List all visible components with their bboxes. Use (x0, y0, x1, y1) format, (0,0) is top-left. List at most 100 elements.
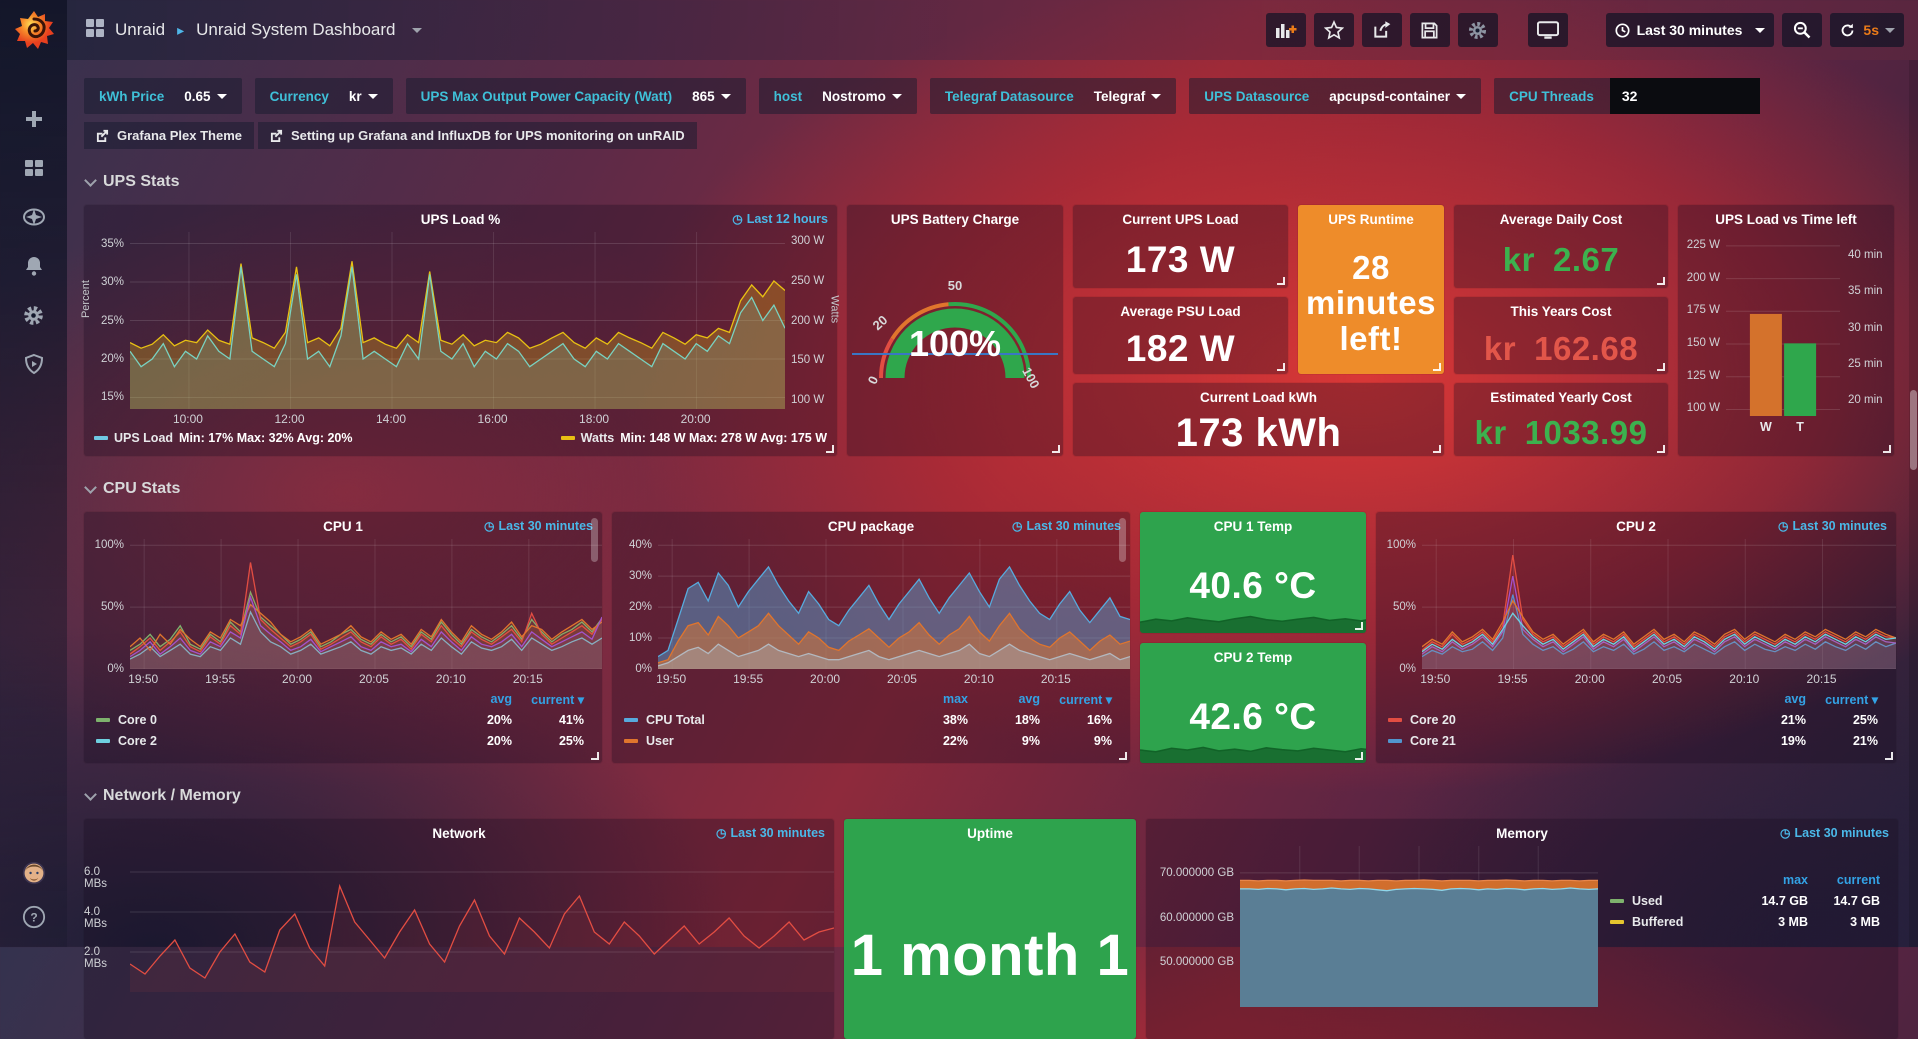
panel-resize-handle[interactable] (1657, 363, 1665, 371)
legend-series-name[interactable]: Core 21 (1410, 734, 1456, 748)
panel-resize-handle[interactable] (1355, 752, 1363, 760)
panel-resize-handle[interactable] (1885, 752, 1893, 760)
panel-title[interactable]: Average PSU Load (1073, 297, 1288, 324)
y-axis-tick: 20% (629, 601, 652, 613)
configuration-icon[interactable] (22, 303, 46, 327)
chevron-down-icon[interactable] (412, 28, 422, 33)
breadcrumb-folder[interactable]: Unraid (115, 20, 165, 40)
legend-series-name[interactable]: Core 20 (1410, 713, 1456, 727)
variable-ups-datasource[interactable]: UPS Datasource apcupsd-container (1189, 78, 1481, 114)
variable-host[interactable]: host Nostromo (759, 78, 917, 114)
variable-currency[interactable]: Currency kr (255, 78, 393, 114)
panel-time-range[interactable]: ◷Last 12 hours (732, 212, 828, 226)
explore-icon[interactable] (22, 205, 46, 229)
page-scrollbar-thumb[interactable] (1910, 390, 1917, 470)
cpu-threads-input[interactable] (1610, 78, 1760, 114)
star-icon[interactable] (1314, 13, 1354, 47)
page-title[interactable]: Unraid System Dashboard (196, 20, 395, 40)
save-icon[interactable] (1410, 13, 1450, 47)
legend-sort-max[interactable]: max (896, 692, 968, 706)
legend-sort-current[interactable]: current ▾ (1806, 692, 1878, 707)
section-ups-stats[interactable]: UPS Stats (86, 169, 1901, 195)
panel-title[interactable]: UPS Load % (84, 205, 837, 232)
legend-scrollbar[interactable] (591, 518, 598, 562)
panel-title[interactable]: Current Load kWh (1073, 383, 1444, 410)
panel-title[interactable]: Average Daily Cost (1454, 205, 1668, 232)
plot-area[interactable] (130, 846, 834, 996)
panel-resize-handle[interactable] (591, 752, 599, 760)
panel-resize-handle[interactable] (1277, 277, 1285, 285)
panel-resize-handle[interactable] (1433, 363, 1441, 371)
panel-resize-handle[interactable] (1883, 445, 1891, 453)
plot-area[interactable] (1240, 846, 1598, 1011)
panel-resize-handle[interactable] (1433, 445, 1441, 453)
variable-ups-max-output[interactable]: UPS Max Output Power Capacity (Watt) 865 (406, 78, 746, 114)
panel-title[interactable]: UPS Runtime (1298, 205, 1444, 232)
panel-resize-handle[interactable] (1657, 277, 1665, 285)
alerting-icon[interactable] (22, 254, 46, 278)
legend-scrollbar[interactable] (1119, 518, 1126, 562)
time-range-picker[interactable]: Last 30 minutes (1606, 13, 1775, 47)
panel-time-range[interactable]: ◷Last 30 minutes (1012, 519, 1121, 533)
legend-series-name[interactable]: CPU Total (646, 713, 705, 727)
help-icon[interactable]: ? (22, 905, 46, 929)
legend-value: 25% (512, 734, 584, 748)
legend-series-name[interactable]: Core 0 (118, 713, 157, 727)
panel-time-range[interactable]: ◷Last 30 minutes (484, 519, 593, 533)
panel-resize-handle[interactable] (1052, 445, 1060, 453)
panel-title[interactable]: CPU 2 Temp (1140, 643, 1366, 670)
add-icon[interactable] (22, 107, 46, 131)
breadcrumb[interactable]: Unraid ▸ Unraid System Dashboard (85, 18, 422, 43)
link-ups-monitoring-guide[interactable]: Setting up Grafana and InfluxDB for UPS … (258, 122, 697, 149)
link-grafana-plex-theme[interactable]: Grafana Plex Theme (84, 122, 254, 149)
page-scrollbar-track[interactable] (1909, 60, 1918, 947)
panel-title[interactable]: Estimated Yearly Cost (1454, 383, 1668, 410)
avatar[interactable] (22, 861, 46, 885)
panel-title[interactable]: CPU 1 Temp (1140, 512, 1366, 539)
section-cpu-stats[interactable]: CPU Stats (86, 476, 1901, 502)
tv-kiosk-icon[interactable] (1528, 13, 1568, 47)
panel-title[interactable]: Current UPS Load (1073, 205, 1288, 232)
legend-sort-current[interactable]: current ▾ (512, 692, 584, 707)
panel-resize-handle[interactable] (826, 445, 834, 453)
add-panel-button[interactable] (1266, 13, 1306, 47)
panel-resize-handle[interactable] (1119, 752, 1127, 760)
shield-icon[interactable] (22, 352, 46, 376)
legend-sort-current[interactable]: current (1808, 873, 1880, 887)
panel-time-range[interactable]: ◷Last 30 minutes (1780, 826, 1889, 840)
legend-series-name[interactable]: Used (1632, 894, 1663, 908)
dashboards-icon[interactable] (22, 156, 46, 180)
panel-time-range[interactable]: ◷Last 30 minutes (716, 826, 825, 840)
refresh-button[interactable]: 5s (1830, 13, 1904, 47)
share-icon[interactable] (1362, 13, 1402, 47)
section-network-memory[interactable]: Network / Memory (86, 783, 1901, 809)
panel-resize-handle[interactable] (1657, 445, 1665, 453)
zoom-out-icon[interactable] (1782, 13, 1822, 47)
variable-kwh-price[interactable]: kWh Price 0.65 (84, 78, 242, 114)
legend-sort-avg[interactable]: avg (440, 692, 512, 706)
legend-sort-avg[interactable]: avg (1734, 692, 1806, 706)
grafana-logo[interactable] (13, 9, 55, 51)
y-axis-tick: 20 min (1848, 394, 1883, 406)
panel-title[interactable]: UPS Load vs Time left (1678, 205, 1894, 232)
settings-icon[interactable] (1458, 13, 1498, 47)
panel-resize-handle[interactable] (1355, 622, 1363, 630)
variable-telegraf-datasource[interactable]: Telegraf Datasource Telegraf (930, 78, 1176, 114)
legend-sort-current[interactable]: current ▾ (1040, 692, 1112, 707)
legend-series-name[interactable]: Core 2 (118, 734, 157, 748)
panel-resize-handle[interactable] (1277, 363, 1285, 371)
legend-sort-max[interactable]: max (1736, 873, 1808, 887)
panel-time-range[interactable]: ◷Last 30 minutes (1778, 519, 1887, 533)
legend-series-name[interactable]: User (646, 734, 674, 748)
legend-sort-avg[interactable]: avg (968, 692, 1040, 706)
legend-series-name[interactable]: Buffered (1632, 915, 1683, 929)
panel-title[interactable]: UPS Battery Charge (847, 205, 1063, 232)
panel-title[interactable]: This Years Cost (1454, 297, 1668, 324)
panel-title[interactable]: Uptime (844, 819, 1136, 846)
